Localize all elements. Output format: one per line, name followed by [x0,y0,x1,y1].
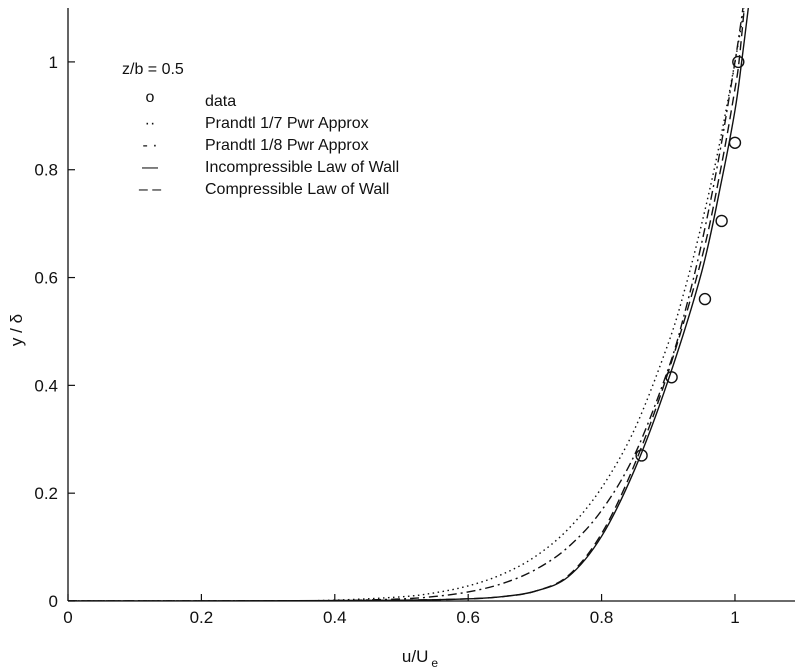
x-tick-label: 0.8 [590,608,614,627]
y-tick-label: 0.8 [34,161,58,180]
series-line-prandtl-1-7-pwr-approx [68,8,745,601]
legend: o data ·· Prandtl 1/7 Pwr Approx - · Prandtl … [139,89,399,198]
legend-glyph-prandtl-1-8-pwr-approx: - · [142,137,157,154]
legend-glyph-data: o [146,89,155,106]
y-tick-label: 0.2 [34,484,58,503]
legend-label-prandtl-1-7-pwr-approx: Prandtl 1/7 Pwr Approx [205,115,369,132]
legend-glyph-compressible-law-of-wall: – – [139,181,161,198]
data-point [635,449,648,462]
data-point [715,214,728,228]
legend-glyph-prandtl-1-7-pwr-approx: ·· [145,115,156,132]
x-tick-label: 0.6 [456,608,480,627]
y-axis-label: y / δ [7,314,26,346]
x-tick-label: 1 [730,608,739,627]
y-tick-label: 0.6 [34,269,58,288]
data-point [728,136,742,149]
x-axis-label-subscript: e [431,656,438,667]
data-point [698,292,712,306]
data-point [732,55,745,69]
data-point [665,371,678,384]
x-axis-label: u/U e [402,647,438,667]
y-tick-label: 0 [49,592,58,611]
series-line-compressible-law-of-wall [68,8,746,601]
data-points [635,55,745,462]
legend-label-incompressible-law-of-wall: Incompressible Law of Wall [205,159,399,176]
x-tick-label: 0.2 [190,608,214,627]
y-tick-label: 1 [49,53,58,72]
legend-label-prandtl-1-8-pwr-approx: Prandtl 1/8 Pwr Approx [205,137,369,154]
legend-label-data: data [205,93,236,110]
x-axis-label-main: u/U [402,647,428,666]
x-tick-label: 0 [63,608,72,627]
series-line-incompressible-law-of-wall [68,8,750,601]
ticks: 0 0.2 0.4 0.6 0.8 1 0 0.2 0.4 0.6 0.8 1 [34,53,739,627]
y-tick-label: 0.4 [34,376,58,395]
annotation-text: z/b = 0.5 [122,61,184,78]
legend-label-compressible-law-of-wall: Compressible Law of Wall [205,181,389,198]
x-tick-label: 0.4 [323,608,347,627]
series-line-prandtl-1-8-pwr-approx [68,8,744,601]
series-group [68,8,750,601]
axes [67,8,795,602]
legend-glyph-incompressible-law-of-wall: — [142,159,158,176]
